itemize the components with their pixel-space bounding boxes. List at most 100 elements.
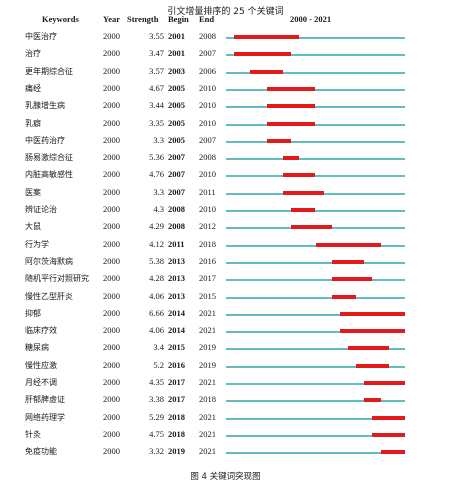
begin-value: 2013 <box>168 273 185 284</box>
year-value: 2000 <box>103 48 120 59</box>
table-row: 痛经 2000 4.67 2005 2010 <box>0 82 451 96</box>
burst-segment <box>348 346 389 351</box>
strength-value: 4.67 <box>149 82 164 93</box>
begin-value: 2018 <box>168 411 185 422</box>
end-value: 2008 <box>199 152 216 163</box>
table-row: 大鼠 2000 4.29 2008 2012 <box>0 220 451 234</box>
end-value: 2010 <box>199 82 216 93</box>
begin-value: 2008 <box>168 204 185 214</box>
table-row: 更年期综合征 2000 3.57 2003 2006 <box>0 65 451 79</box>
year-value: 2000 <box>103 152 120 163</box>
timeline-bar <box>226 175 405 178</box>
keyword-label: 行为学 <box>25 239 49 249</box>
year-value: 2000 <box>103 325 120 336</box>
keyword-label: 慢性应激 <box>25 360 57 370</box>
strength-value: 5.38 <box>149 255 164 266</box>
strength-value: 5.36 <box>149 152 164 163</box>
timeline-bar <box>226 383 405 385</box>
timeline-bar <box>226 296 405 299</box>
end-value: 2008 <box>199 31 216 41</box>
begin-value: 2007 <box>168 152 185 163</box>
table-row: 临床疗效 2000 4.06 2014 2021 <box>0 324 451 338</box>
timeline-bar <box>226 313 405 316</box>
burst-segment <box>331 259 365 264</box>
keyword-label: 慢性乙型肝炎 <box>25 291 73 301</box>
end-value: 2018 <box>199 394 216 405</box>
burst-segment <box>282 156 300 161</box>
year-value: 2000 <box>103 82 120 93</box>
table-row: 乳癖 2000 3.35 2005 2010 <box>0 117 451 131</box>
keyword-label: 更年期综合征 <box>25 66 73 76</box>
year-value: 2000 <box>103 307 120 318</box>
table-row: 抑郁 2000 6.66 2014 2021 <box>0 307 451 321</box>
table-row: 针灸 2000 4.75 2018 2021 <box>0 428 451 442</box>
keyword-label: 肝郁脾虚证 <box>25 395 65 405</box>
end-value: 2007 <box>199 48 216 59</box>
keyword-label: 大鼠 <box>25 222 41 232</box>
table-row: 随机平行对照研究 2000 4.28 2013 2017 <box>0 272 451 286</box>
begin-value: 2005 <box>168 82 185 93</box>
keyword-label: 乳癖 <box>25 118 41 128</box>
table-row: 治疗 2000 3.47 2001 2007 <box>0 47 451 61</box>
burst-segment <box>339 329 405 334</box>
keyword-label: 月经不调 <box>25 378 57 387</box>
table-row: 医案 2000 3.3 2007 2011 <box>0 186 451 200</box>
keyword-label: 中医药治疗 <box>25 135 65 145</box>
end-value: 2017 <box>199 273 216 284</box>
year-value: 2000 <box>103 100 120 111</box>
header-end: End <box>199 14 215 24</box>
keyword-label: 中医治疗 <box>25 32 57 41</box>
table-row: 辨证论治 2000 4.3 2008 2010 <box>0 203 451 217</box>
keyword-label: 糖尿病 <box>25 343 49 353</box>
end-value: 2010 <box>199 204 216 214</box>
begin-value: 2018 <box>168 428 185 439</box>
table-row: 月经不调 2000 4.35 2017 2021 <box>0 376 451 390</box>
keyword-label: 网络药理学 <box>25 412 65 422</box>
begin-value: 2005 <box>168 117 185 128</box>
begin-value: 2001 <box>168 31 185 41</box>
year-value: 2000 <box>103 411 120 422</box>
timeline-bar <box>226 452 405 455</box>
begin-value: 2013 <box>168 290 185 301</box>
end-value: 2021 <box>199 325 216 336</box>
begin-value: 2019 <box>168 446 185 457</box>
keyword-label: 治疗 <box>25 49 41 59</box>
year-value: 2000 <box>103 394 120 405</box>
table-row: 内脏高敏感性 2000 4.76 2007 2010 <box>0 168 451 182</box>
keyword-label: 肠易激综合征 <box>25 153 73 163</box>
table-row: 中医治疗 2000 3.55 2001 2008 <box>0 30 451 44</box>
year-value: 2000 <box>103 377 120 387</box>
keyword-label: 医案 <box>25 187 41 197</box>
table-row: 行为学 2000 4.12 2011 2018 <box>0 238 451 252</box>
table-row: 中医药治疗 2000 3.3 2005 2007 <box>0 134 451 148</box>
burst-segment <box>282 190 324 195</box>
timeline-bar <box>226 279 405 282</box>
begin-value: 2017 <box>168 394 185 405</box>
year-value: 2000 <box>103 31 120 41</box>
burst-segment <box>372 415 405 420</box>
burst-segment <box>266 138 292 143</box>
strength-value: 4.35 <box>149 377 164 387</box>
figure-title: 引文增量排序的 25 个关键词 <box>167 7 284 17</box>
burst-segment <box>234 52 292 57</box>
year-value: 2000 <box>103 359 120 370</box>
strength-value: 3.44 <box>149 100 164 111</box>
end-value: 2016 <box>199 255 216 266</box>
timeline-bar <box>226 140 405 143</box>
keyword-label: 随机平行对照研究 <box>25 274 89 284</box>
header-year: Year <box>103 14 120 24</box>
year-value: 2000 <box>103 221 120 232</box>
year-value: 2000 <box>103 342 120 353</box>
strength-value: 3.3 <box>153 186 164 197</box>
burst-segment <box>331 277 373 282</box>
begin-value: 2005 <box>168 134 185 145</box>
keyword-label: 抑郁 <box>25 308 41 318</box>
year-value: 2000 <box>103 238 120 249</box>
begin-value: 2005 <box>168 100 185 111</box>
timeline-bar <box>226 123 405 126</box>
end-value: 2010 <box>199 117 216 128</box>
timeline-bar <box>226 106 405 109</box>
burst-segment <box>356 363 389 368</box>
strength-value: 3.55 <box>149 31 164 41</box>
timeline-bar <box>226 434 405 437</box>
